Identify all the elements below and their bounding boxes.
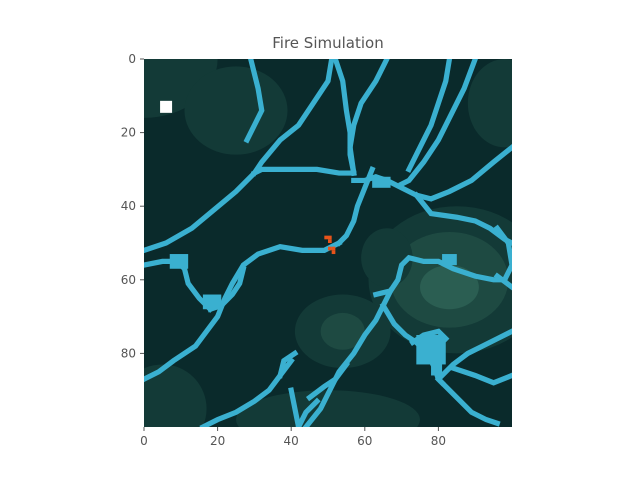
y-tick-label: 40 [121, 199, 136, 213]
river [144, 239, 343, 383]
river [449, 364, 512, 386]
x-tick-label: 40 [284, 434, 299, 448]
fire-cell [324, 235, 328, 240]
water-pool [169, 254, 189, 269]
water-pool [372, 176, 391, 188]
river [335, 166, 376, 247]
river [277, 349, 299, 379]
terrain-patch [236, 390, 420, 427]
x-tick-label: 60 [357, 434, 372, 448]
river [398, 59, 478, 188]
x-tick-label: 0 [140, 434, 148, 448]
river [295, 397, 321, 427]
river [288, 387, 302, 427]
river [302, 287, 395, 427]
y-tick-label: 60 [121, 273, 136, 287]
y-axis: 0 20 40 60 80 [121, 52, 144, 360]
river [250, 59, 335, 177]
fire-layer [324, 235, 336, 255]
y-tick-label: 0 [128, 52, 136, 66]
x-tick-label: 20 [210, 434, 225, 448]
river [372, 224, 512, 298]
fire-cell [331, 246, 336, 251]
x-tick-label: 80 [431, 434, 446, 448]
fire-cell [331, 250, 336, 255]
terrain-patch [467, 59, 512, 148]
terrain-patch [361, 228, 413, 288]
water-pool [442, 254, 457, 266]
river [405, 59, 453, 173]
river [144, 258, 214, 313]
fire-cell [328, 239, 332, 243]
water-pool [431, 357, 443, 376]
fire-cell [328, 235, 332, 240]
y-tick-label: 80 [121, 346, 136, 360]
river [305, 360, 351, 402]
river [438, 379, 501, 427]
agent-marker [160, 100, 173, 113]
terrain-patch [184, 66, 288, 155]
river [144, 169, 259, 254]
river [250, 166, 357, 177]
terrain-layer [144, 59, 512, 427]
terrain-patch [144, 364, 207, 427]
river [243, 59, 265, 144]
water-pool [202, 294, 222, 310]
y-tick-label: 20 [121, 126, 136, 140]
terrain-patch [320, 312, 365, 350]
agent-layer [160, 100, 173, 113]
water-layer [144, 59, 512, 427]
river [347, 59, 390, 177]
terrain-patch [420, 265, 479, 310]
fire-cell [328, 246, 332, 251]
river [434, 328, 512, 383]
river [493, 272, 512, 291]
chart-title: Fire Simulation [272, 34, 384, 52]
x-axis: 0 20 40 60 80 [140, 427, 446, 448]
